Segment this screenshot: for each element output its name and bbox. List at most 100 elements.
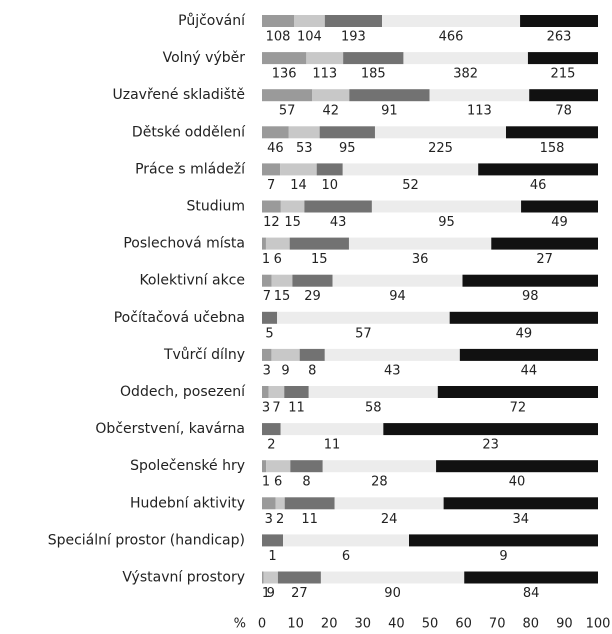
bar-segment xyxy=(459,348,598,361)
category-label: Volný výběr xyxy=(163,50,246,66)
bar-segment xyxy=(289,237,349,250)
x-tick-label: 40 xyxy=(388,617,405,632)
bar-segment xyxy=(520,15,598,27)
value-label: 466 xyxy=(439,30,464,45)
x-tick-label: 80 xyxy=(523,617,540,632)
value-label: 3 xyxy=(262,401,270,416)
value-label: 23 xyxy=(482,438,499,453)
value-label: 34 xyxy=(513,512,530,527)
value-label: 185 xyxy=(361,67,386,82)
value-label: 43 xyxy=(384,363,401,378)
bar-segment xyxy=(409,534,598,547)
value-label: 2 xyxy=(276,512,284,527)
x-tick-label: 20 xyxy=(321,617,338,632)
value-label: 10 xyxy=(321,178,338,193)
bar-segment xyxy=(280,163,317,176)
value-label: 72 xyxy=(510,401,527,416)
bar-segment xyxy=(275,497,285,510)
bar-segment xyxy=(383,423,598,436)
category-label: Uzavřené skladiště xyxy=(112,87,245,103)
bar-segment xyxy=(462,274,598,287)
bar-segment xyxy=(284,497,335,510)
bar-segment xyxy=(308,386,438,398)
x-tick-label: 0 xyxy=(258,617,266,632)
bar-segment xyxy=(449,311,598,324)
x-tick-label: 10 xyxy=(287,617,304,632)
bar-segment xyxy=(312,89,350,102)
x-tick-label: 60 xyxy=(455,617,472,632)
bar-segment xyxy=(316,163,343,176)
bar-segment xyxy=(464,571,598,584)
value-label: 15 xyxy=(274,289,291,304)
value-label: 6 xyxy=(274,475,282,490)
bar-segment xyxy=(262,163,281,176)
x-tick-label: 100 xyxy=(586,617,611,632)
bar-segment xyxy=(324,15,382,27)
x-tick-label: 70 xyxy=(489,617,506,632)
bar-segment xyxy=(294,15,325,27)
bar-segment xyxy=(371,200,522,213)
value-label: 44 xyxy=(521,363,538,378)
value-label: 8 xyxy=(308,363,316,378)
value-label: 27 xyxy=(536,252,553,267)
bar-segment xyxy=(529,89,598,102)
bar-segment xyxy=(443,497,598,510)
value-label: 57 xyxy=(279,104,296,119)
value-label: 382 xyxy=(453,67,478,82)
category-label: Tvůrčí dílny xyxy=(163,347,245,363)
bar-segment xyxy=(299,348,325,361)
bar-segment xyxy=(322,460,437,473)
value-label: 1 xyxy=(262,252,270,267)
value-label: 28 xyxy=(371,475,388,490)
value-label: 46 xyxy=(267,141,284,156)
bar-segment xyxy=(290,460,323,473)
bar-segment xyxy=(288,126,320,139)
value-label: 113 xyxy=(467,104,492,119)
value-label: 2 xyxy=(267,438,275,453)
value-label: 95 xyxy=(339,141,356,156)
value-label: 29 xyxy=(304,289,321,304)
category-label: Výstavní prostory xyxy=(122,570,245,586)
value-label: 3 xyxy=(263,363,271,378)
category-label: Práce s mládeží xyxy=(135,161,246,177)
value-label: 3 xyxy=(265,512,273,527)
bar-segment xyxy=(292,274,333,287)
value-label: 9 xyxy=(499,549,507,564)
bar-segment xyxy=(527,52,598,65)
bar-segment xyxy=(342,163,479,176)
value-label: 5 xyxy=(265,326,273,341)
bar-segment xyxy=(262,348,272,361)
value-label: 1 xyxy=(262,475,270,490)
bar-segment xyxy=(262,386,269,398)
value-label: 24 xyxy=(381,512,398,527)
value-label: 263 xyxy=(547,30,572,45)
value-label: 36 xyxy=(412,252,429,267)
value-label: 94 xyxy=(389,289,406,304)
category-label: Občerstvení, kavárna xyxy=(95,421,245,437)
bar-segment xyxy=(262,460,267,473)
value-label: 49 xyxy=(551,215,568,230)
bar-segment xyxy=(521,200,598,213)
value-label: 158 xyxy=(540,141,565,156)
value-label: 84 xyxy=(523,586,540,601)
value-label: 78 xyxy=(555,104,572,119)
value-label: 6 xyxy=(342,549,350,564)
category-label: Speciální prostor (handicap) xyxy=(48,532,245,548)
value-label: 90 xyxy=(384,586,401,601)
bar-segment xyxy=(280,423,384,436)
value-label: 1 xyxy=(262,586,270,601)
category-label: Půjčování xyxy=(178,13,246,29)
bar-segment xyxy=(262,311,278,324)
value-label: 8 xyxy=(302,475,310,490)
x-tick-label: 30 xyxy=(355,617,372,632)
value-label: 46 xyxy=(530,178,547,193)
value-label: 91 xyxy=(381,104,398,119)
bar-segment xyxy=(478,163,598,176)
value-label: 11 xyxy=(288,401,305,416)
bar-segment xyxy=(262,237,266,250)
bar-segment xyxy=(403,52,528,65)
category-label: Kolektivní akce xyxy=(139,273,245,289)
value-label: 40 xyxy=(509,475,526,490)
bar-segment xyxy=(436,460,598,473)
